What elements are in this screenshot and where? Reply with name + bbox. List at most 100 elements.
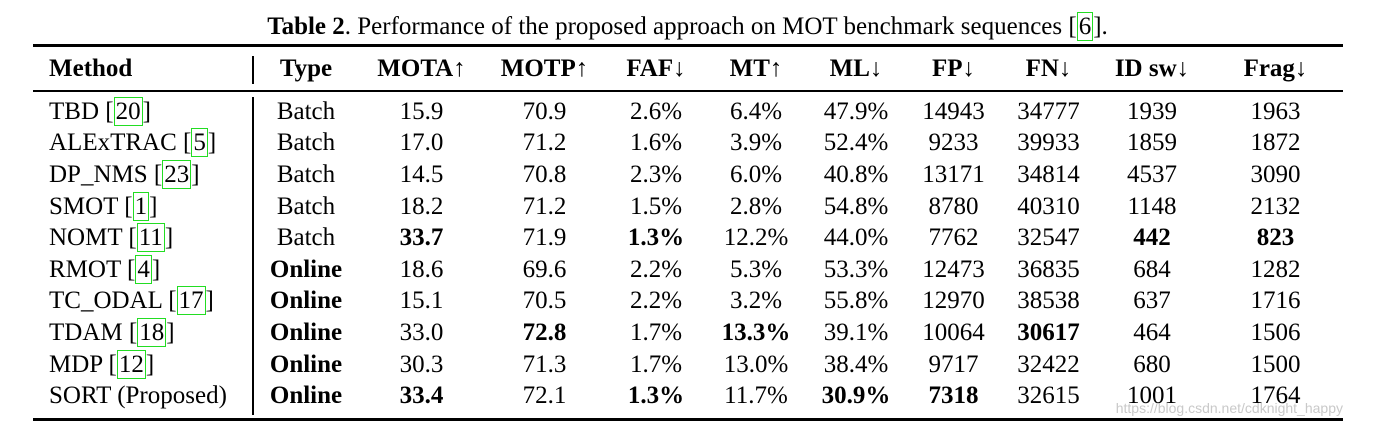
table-row: TBD [20] Batch 15.9 70.9 2.6% 6.4% 47.9% 14943 3… bbox=[33, 88, 1343, 128]
type-cell: Batch bbox=[276, 129, 336, 157]
method-cell: SORT (Proposed) bbox=[33, 380, 252, 412]
value-cell: 39933 bbox=[1017, 129, 1080, 157]
citation-close: ] bbox=[145, 350, 155, 378]
value-cell: 36835 bbox=[1017, 255, 1080, 283]
citation-link[interactable]: 11 bbox=[136, 223, 165, 253]
column-header: MT↑ bbox=[729, 55, 783, 82]
value-cell: 6.4% bbox=[729, 97, 783, 125]
type-cell: Batch bbox=[276, 160, 336, 188]
value-cell: 72.8 bbox=[522, 318, 567, 346]
method-name: SORT (Proposed) bbox=[49, 382, 227, 410]
value-cell: 70.5 bbox=[522, 287, 567, 315]
value-cell: 442 bbox=[1133, 224, 1171, 252]
caption-text: . Performance of the proposed approach o… bbox=[344, 13, 1077, 40]
value-cell: 30.3 bbox=[399, 350, 444, 378]
table-row: TDAM [18] Online 33.0 72.8 1.7% 13.3% 39.1% 100… bbox=[33, 317, 1343, 349]
method-name: TBD [ bbox=[49, 97, 114, 125]
value-cell: 30.9% bbox=[821, 382, 891, 410]
table-row: RMOT [4] Online 18.6 69.6 2.2% 5.3% 53.3% 12473… bbox=[33, 254, 1343, 286]
value-cell: 637 bbox=[1133, 287, 1171, 315]
value-cell: 9717 bbox=[928, 350, 979, 378]
value-cell: 32547 bbox=[1017, 224, 1080, 252]
value-cell: 33.0 bbox=[399, 318, 444, 346]
value-cell: 69.6 bbox=[522, 255, 567, 283]
value-cell: 2.6% bbox=[629, 97, 683, 125]
value-cell: 13.3% bbox=[721, 318, 791, 346]
value-cell: 40.8% bbox=[823, 160, 889, 188]
value-cell: 1764 bbox=[1250, 382, 1301, 410]
value-cell: 1872 bbox=[1250, 129, 1301, 157]
body-divider bbox=[252, 97, 254, 415]
value-cell: 3.2% bbox=[729, 287, 783, 315]
value-cell: 7318 bbox=[928, 382, 979, 410]
value-cell: 1.5% bbox=[629, 192, 683, 220]
value-cell: 14.5 bbox=[399, 160, 444, 188]
method-cell: SMOT [1] bbox=[33, 191, 252, 223]
value-cell: 6.0% bbox=[729, 160, 783, 188]
value-cell: 823 bbox=[1256, 224, 1295, 252]
header-divider bbox=[252, 56, 254, 84]
value-cell: 9233 bbox=[928, 129, 979, 157]
value-cell: 72.1 bbox=[522, 382, 567, 410]
top-rule bbox=[33, 44, 1343, 47]
value-cell: 2.3% bbox=[629, 160, 683, 188]
value-cell: 15.1 bbox=[399, 287, 444, 315]
value-cell: 1.7% bbox=[629, 318, 683, 346]
method-cell: ALExTRAC [5] bbox=[33, 128, 252, 160]
value-cell: 38538 bbox=[1017, 287, 1080, 315]
citation-close: ] bbox=[166, 318, 175, 346]
value-cell: 12473 bbox=[922, 255, 985, 283]
value-cell: 52.4% bbox=[823, 129, 889, 157]
table-row: TC_ODAL [17] Online 15.1 70.5 2.2% 3.2% 55.8% 1… bbox=[33, 286, 1343, 318]
value-cell: 7762 bbox=[928, 224, 979, 252]
column-header: FAF↓ bbox=[626, 55, 686, 82]
value-cell: 1506 bbox=[1250, 318, 1301, 346]
header-row: Method Type MOTA↑ MOTP↑ FAF↓ MT↑ ML↓ FP↓ FN↓ ID s… bbox=[33, 50, 1343, 88]
value-cell: 30617 bbox=[1017, 318, 1080, 346]
citation-link[interactable]: 17 bbox=[176, 286, 206, 316]
column-header: Method bbox=[49, 55, 133, 82]
citation-link[interactable]: 23 bbox=[162, 159, 192, 189]
column-header: FN↓ bbox=[1025, 55, 1072, 82]
type-cell: Online bbox=[269, 287, 343, 315]
citation-link[interactable]: 1 bbox=[132, 191, 150, 221]
value-cell: 680 bbox=[1133, 350, 1171, 378]
caption-label: Table 2 bbox=[267, 13, 345, 40]
value-cell: 15.9 bbox=[399, 97, 444, 125]
method-name: DP_NMS [ bbox=[49, 160, 163, 188]
method-name: SMOT [ bbox=[49, 192, 133, 220]
citation-link[interactable]: 18 bbox=[137, 317, 167, 347]
column-header: MOTA↑ bbox=[377, 55, 466, 82]
value-cell: 13.0% bbox=[723, 350, 789, 378]
method-name: MDP [ bbox=[49, 350, 117, 378]
value-cell: 1.6% bbox=[629, 129, 683, 157]
type-cell: Online bbox=[269, 255, 343, 283]
type-cell: Batch bbox=[276, 192, 336, 220]
method-cell: NOMT [11] bbox=[33, 222, 252, 254]
value-cell: 40310 bbox=[1017, 192, 1080, 220]
value-cell: 1.7% bbox=[629, 350, 683, 378]
value-cell: 2.2% bbox=[629, 287, 683, 315]
value-cell: 684 bbox=[1133, 255, 1171, 283]
value-cell: 5.3% bbox=[729, 255, 783, 283]
value-cell: 71.9 bbox=[522, 224, 567, 252]
citation-link[interactable]: 4 bbox=[135, 254, 152, 284]
value-cell: 18.2 bbox=[399, 192, 444, 220]
table-row: SORT (Proposed) Online 33.4 72.1 1.3% 11.7% 30… bbox=[33, 380, 1343, 412]
method-name: NOMT [ bbox=[49, 224, 137, 252]
method-cell: DP_NMS [23] bbox=[33, 159, 252, 191]
value-cell: 1500 bbox=[1250, 350, 1301, 378]
citation-close: ] bbox=[149, 192, 158, 220]
value-cell: 1939 bbox=[1127, 97, 1177, 125]
caption-end: ]. bbox=[1093, 13, 1108, 40]
table-caption: Table 2. Performance of the proposed app… bbox=[0, 10, 1375, 44]
value-cell: 1.3% bbox=[627, 382, 685, 410]
citation-close: ] bbox=[151, 255, 161, 283]
column-header: Type bbox=[279, 55, 333, 82]
table-row: ALExTRAC [5] Batch 17.0 71.2 1.6% 3.9% 52.4% 92… bbox=[33, 128, 1343, 160]
citation-link[interactable]: 5 bbox=[191, 128, 208, 158]
method-name: TC_ODAL [ bbox=[49, 287, 177, 315]
caption-reference-link[interactable]: 6 bbox=[1076, 12, 1094, 41]
citation-link[interactable]: 20 bbox=[113, 96, 143, 126]
citation-link[interactable]: 12 bbox=[116, 349, 146, 379]
